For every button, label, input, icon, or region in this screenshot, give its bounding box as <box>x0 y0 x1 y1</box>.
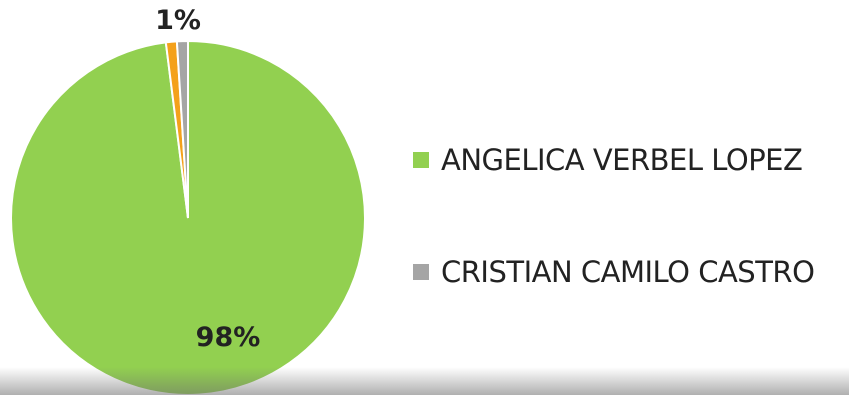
data-label-3: 1% <box>155 5 201 36</box>
data-label-1: 98% <box>196 322 261 353</box>
pie-slice-3 <box>175 39 189 219</box>
legend-label-cristian: CRISTIAN CAMILO CASTRO <box>441 255 815 289</box>
legend: ANGELICA VERBEL LOPEZ CRISTIAN CAMILO CA… <box>413 135 843 359</box>
legend-label-angelica: ANGELICA VERBEL LOPEZ <box>441 143 803 177</box>
legend-item-cristian: CRISTIAN CAMILO CASTRO <box>413 247 843 297</box>
legend-item-angelica: ANGELICA VERBEL LOPEZ <box>413 135 843 185</box>
legend-swatch-cristian <box>413 264 429 280</box>
legend-swatch-angelica <box>413 152 429 168</box>
